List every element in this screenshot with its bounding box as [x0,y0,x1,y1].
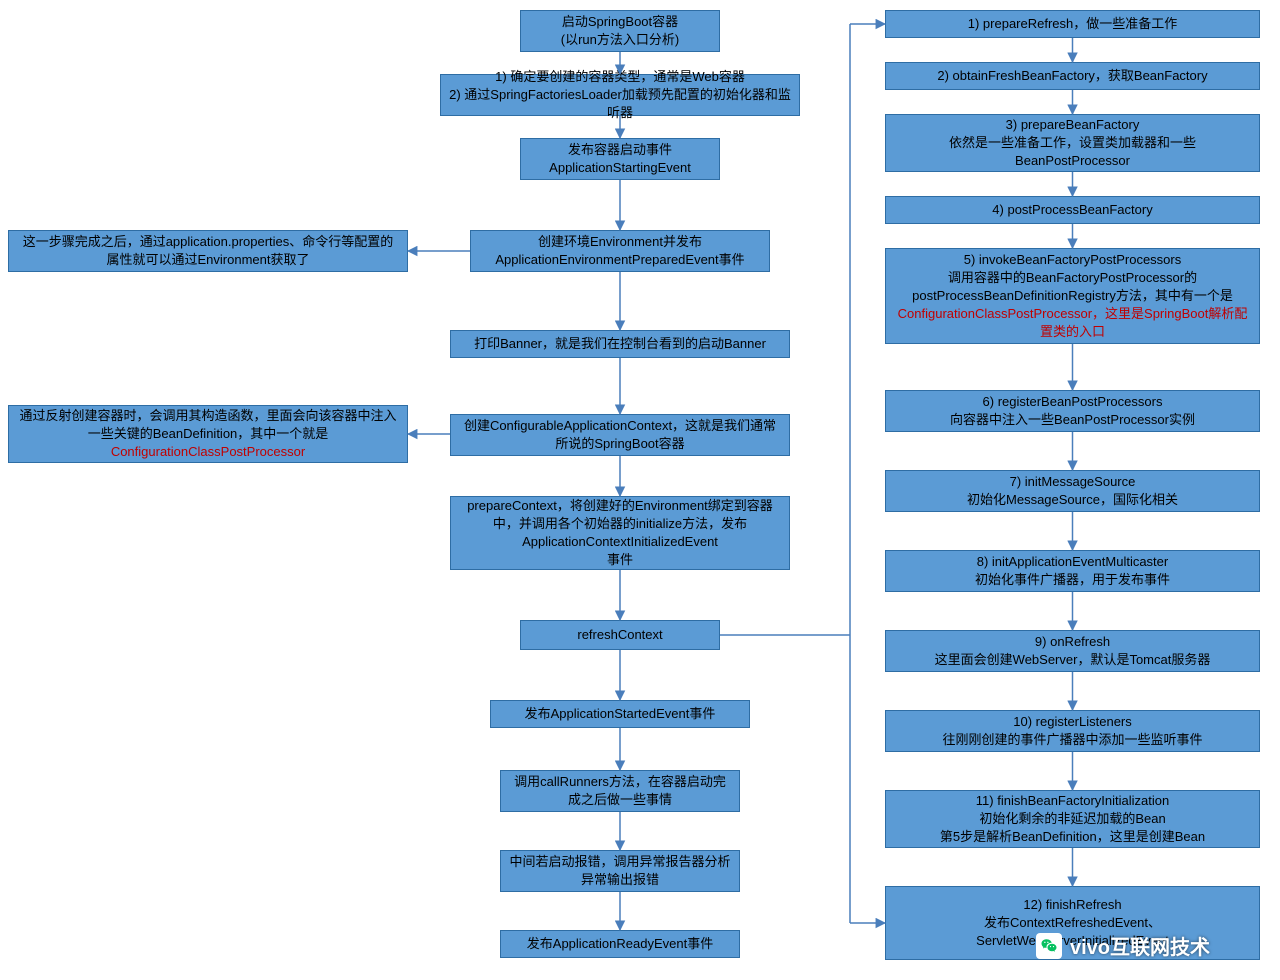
flow-node-m12: 发布ApplicationReadyEvent事件 [500,930,740,958]
flow-node-r6: 6) registerBeanPostProcessors向容器中注入一些Bea… [885,390,1260,432]
flow-node-r9: 9) onRefresh这里面会创建WebServer，默认是Tomcat服务器 [885,630,1260,672]
wechat-icon [1036,933,1062,959]
flow-node-s1: 这一步骤完成之后，通过application.properties、命令行等配置… [8,230,408,272]
watermark-text: vivo互联网技术 [1070,931,1210,960]
flow-node-m10: 调用callRunners方法，在容器启动完成之后做一些事情 [500,770,740,812]
flow-node-m8: refreshContext [520,620,720,650]
flow-node-r5: 5) invokeBeanFactoryPostProcessors调用容器中的… [885,248,1260,344]
flow-node-r7: 7) initMessageSource初始化MessageSource，国际化… [885,470,1260,512]
flow-node-m1: 启动SpringBoot容器(以run方法入口分析) [520,10,720,52]
flow-node-m3: 发布容器启动事件ApplicationStartingEvent [520,138,720,180]
watermark: vivo互联网技术 [1036,931,1210,960]
flow-node-m9: 发布ApplicationStartedEvent事件 [490,700,750,728]
flow-node-r3: 3) prepareBeanFactory依然是一些准备工作，设置类加载器和一些… [885,114,1260,172]
flow-node-s2: 通过反射创建容器时，会调用其构造函数，里面会向该容器中注入一些关键的BeanDe… [8,405,408,463]
flow-node-r8: 8) initApplicationEventMulticaster初始化事件广… [885,550,1260,592]
flow-node-r4: 4) postProcessBeanFactory [885,196,1260,224]
flow-node-m11: 中间若启动报错，调用异常报告器分析异常输出报错 [500,850,740,892]
flow-node-m2: 1) 确定要创建的容器类型，通常是Web容器2) 通过SpringFactori… [440,74,800,116]
flow-node-r10: 10) registerListeners往刚刚创建的事件广播器中添加一些监听事… [885,710,1260,752]
flow-node-m4: 创建环境Environment并发布ApplicationEnvironment… [470,230,770,272]
flow-node-r11: 11) finishBeanFactoryInitialization初始化剩余… [885,790,1260,848]
flow-node-m5: 打印Banner，就是我们在控制台看到的启动Banner [450,330,790,358]
flow-node-m6: 创建ConfigurableApplicationContext，这就是我们通常… [450,414,790,456]
flow-node-r2: 2) obtainFreshBeanFactory，获取BeanFactory [885,62,1260,90]
flow-node-r1: 1) prepareRefresh，做一些准备工作 [885,10,1260,38]
flow-node-m7: prepareContext，将创建好的Environment绑定到容器中，并调… [450,496,790,570]
